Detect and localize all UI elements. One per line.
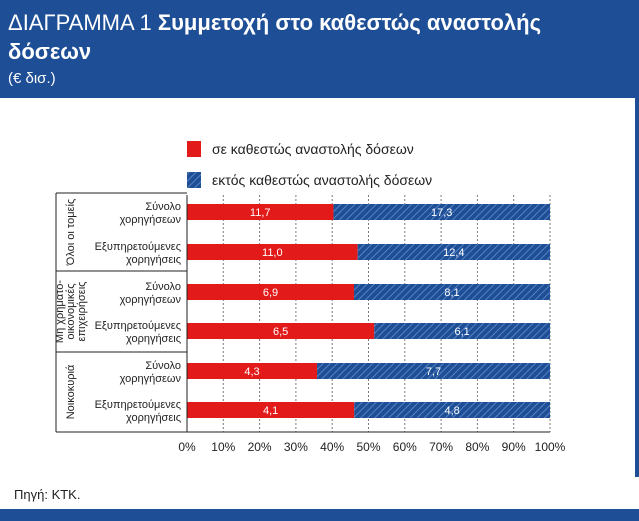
x-tick-label: 100% bbox=[535, 440, 566, 454]
legend-swatch bbox=[187, 141, 201, 157]
chart-title-line1: ΔΙΑΓΡΑΜΜΑ 1 Συμμετοχή στο καθεστώς αναστ… bbox=[8, 10, 541, 36]
legend-swatch bbox=[187, 172, 201, 188]
chart-unit: (€ δισ.) bbox=[8, 70, 56, 87]
x-tick-label: 30% bbox=[284, 440, 308, 454]
chart-title: Συμμετοχή στο καθεστώς αναστολής bbox=[157, 10, 542, 35]
bar-segment bbox=[187, 363, 318, 379]
chart-title-line2: δόσεων bbox=[8, 39, 92, 64]
group-label: επιχειρήσεις bbox=[76, 282, 88, 342]
bar-segment bbox=[187, 284, 354, 300]
bar-segment bbox=[187, 402, 355, 418]
category-label: Εξυπηρετούμενες bbox=[95, 320, 181, 332]
category-label: Σύνολο bbox=[145, 281, 181, 293]
data-label: 17,3 bbox=[431, 207, 452, 219]
bar-segment bbox=[187, 323, 375, 339]
x-tick-label: 90% bbox=[502, 440, 526, 454]
x-tick-label: 80% bbox=[465, 440, 489, 454]
group-label: Όλοι οι τομείς bbox=[65, 199, 77, 266]
bar-segment bbox=[353, 284, 550, 300]
source-note: Πηγή: ΚΤΚ. bbox=[14, 487, 81, 502]
x-tick-label: 50% bbox=[356, 440, 380, 454]
bar-segment bbox=[187, 204, 334, 220]
category-label: χορηγήσεις bbox=[126, 254, 181, 266]
bar-segment bbox=[317, 363, 550, 379]
category-label: χορηγήσεων bbox=[120, 294, 182, 306]
category-label: χορηγήσεων bbox=[120, 373, 182, 385]
x-tick-label: 40% bbox=[320, 440, 344, 454]
data-label: 6,1 bbox=[454, 326, 469, 338]
group-label: Μη χρηματο- bbox=[54, 280, 66, 343]
data-label: 6,9 bbox=[263, 287, 278, 299]
data-label: 8,1 bbox=[444, 287, 459, 299]
x-tick-label: 0% bbox=[178, 440, 196, 454]
data-label: 4,8 bbox=[444, 405, 459, 417]
bar-segment bbox=[354, 402, 550, 418]
category-label: χορηγήσεων bbox=[120, 214, 182, 226]
bar-segment bbox=[187, 244, 358, 260]
category-label: χορηγήσεις bbox=[126, 333, 181, 345]
data-label: 6,5 bbox=[273, 326, 288, 338]
footer-bar bbox=[0, 509, 639, 521]
legend-label: σε καθεστώς αναστολής δόσεων bbox=[212, 141, 414, 157]
data-label: 11,7 bbox=[250, 207, 271, 219]
group-label: οικονομικές bbox=[65, 283, 77, 339]
category-label: χορηγήσεις bbox=[126, 412, 181, 424]
bar-segment bbox=[374, 323, 550, 339]
data-label: 11,0 bbox=[262, 247, 283, 259]
data-label: 4,3 bbox=[244, 366, 259, 378]
legend-label: εκτός καθεστώς αναστολής δόσεων bbox=[212, 172, 432, 188]
figure-label: ΔΙΑΓΡΑΜΜΑ 1 bbox=[8, 10, 152, 35]
data-label: 4,1 bbox=[263, 405, 278, 417]
bar-segment bbox=[333, 204, 550, 220]
data-label: 7,7 bbox=[426, 366, 441, 378]
category-label: Εξυπηρετούμενες bbox=[95, 399, 181, 411]
x-tick-label: 10% bbox=[211, 440, 235, 454]
group-label: Νοικοκυριά bbox=[65, 364, 77, 419]
category-label: Σύνολο bbox=[145, 201, 181, 213]
bar-segment bbox=[357, 244, 550, 260]
x-tick-label: 70% bbox=[429, 440, 453, 454]
x-tick-label: 60% bbox=[393, 440, 417, 454]
chart-header: ΔΙΑΓΡΑΜΜΑ 1 Συμμετοχή στο καθεστώς αναστ… bbox=[0, 0, 639, 98]
category-label: Εξυπηρετούμενες bbox=[95, 241, 181, 253]
category-label: Σύνολο bbox=[145, 360, 181, 372]
x-tick-label: 20% bbox=[248, 440, 272, 454]
data-label: 12,4 bbox=[443, 247, 464, 259]
